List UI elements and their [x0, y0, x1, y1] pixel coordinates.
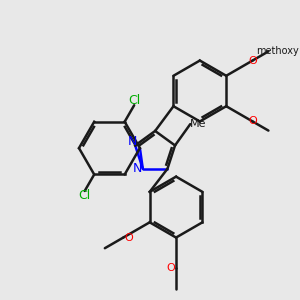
Text: Cl: Cl: [79, 189, 91, 202]
Text: O: O: [248, 116, 257, 127]
Text: Cl: Cl: [128, 94, 140, 107]
Text: N: N: [132, 162, 142, 175]
Text: methoxy: methoxy: [256, 46, 299, 56]
Text: O: O: [124, 232, 134, 243]
Text: O: O: [248, 56, 257, 65]
Text: N: N: [128, 135, 137, 148]
Text: O: O: [166, 263, 175, 273]
Text: Me: Me: [190, 119, 206, 129]
